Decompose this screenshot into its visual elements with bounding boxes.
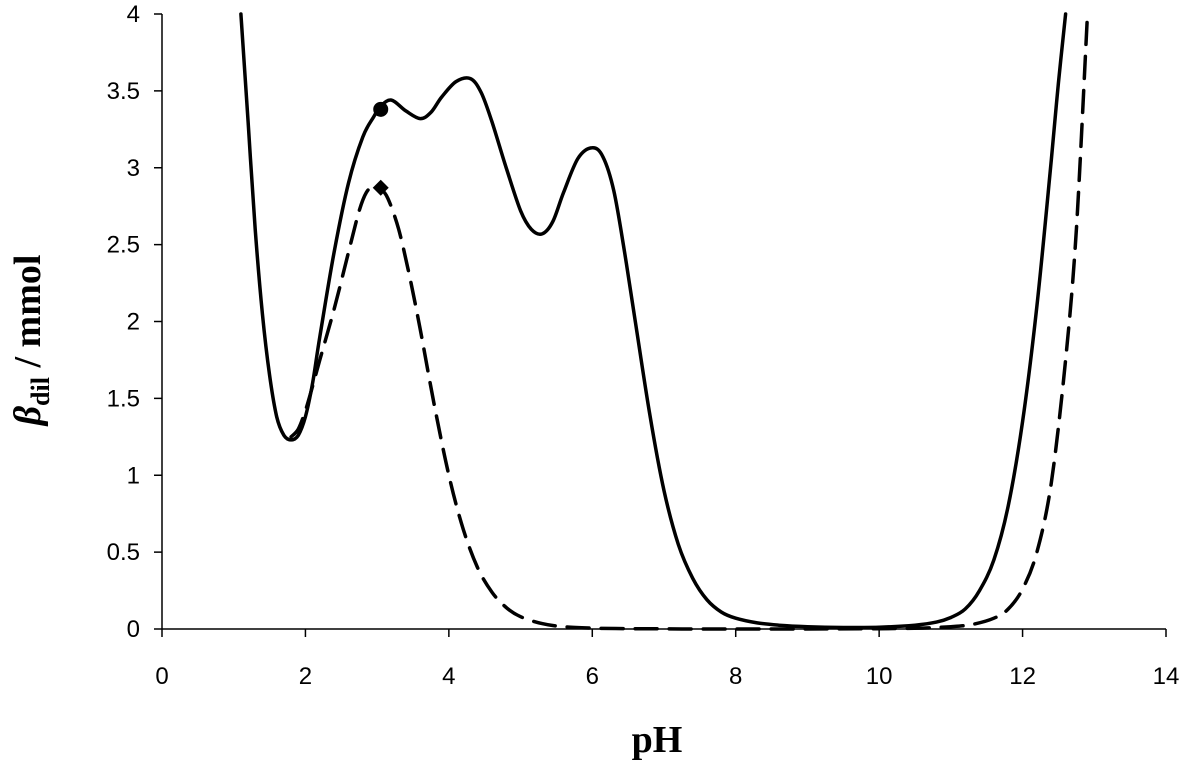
- y-axis-title: βdil / mmol: [7, 255, 55, 428]
- y-axis-symbol: β: [7, 405, 49, 427]
- series-layer: [239, 12, 1089, 631]
- axes-layer: [161, 14, 1166, 630]
- x-axis-title: pH: [632, 719, 683, 760]
- y-tick-label: 3.5: [107, 78, 140, 105]
- y-ticks: 0 0.5 1 1.5 2 2.5 3 3.5 4: [107, 1, 162, 643]
- y-axis-unit: / mmol: [7, 255, 49, 377]
- y-axis-subscript: dil: [26, 377, 55, 406]
- y-tick-label: 0.5: [107, 539, 140, 566]
- marker-circle: [373, 101, 389, 117]
- y-tick-label: 1.5: [107, 385, 140, 412]
- x-ticks: 0 2 4 6 8 10 12 14: [155, 629, 1179, 690]
- marker-diamond: [372, 179, 389, 196]
- series-line-solid: [239, 12, 1068, 630]
- x-tick-label: 2: [299, 663, 312, 690]
- y-tick-label: 0: [127, 616, 140, 643]
- x-tick-label: 6: [586, 663, 599, 690]
- x-tick-label: 14: [1153, 663, 1180, 690]
- series-line-dashed: [289, 19, 1089, 631]
- x-tick-label: 8: [729, 663, 742, 690]
- y-tick-label: 3: [127, 155, 140, 182]
- y-tick-label: 4: [127, 1, 140, 28]
- y-tick-label: 2.5: [107, 232, 140, 259]
- y-tick-label: 2: [127, 309, 140, 336]
- x-tick-label: 0: [155, 663, 168, 690]
- x-tick-label: 12: [1009, 663, 1036, 690]
- y-tick-label: 1: [127, 462, 140, 489]
- x-tick-label: 10: [866, 663, 893, 690]
- x-tick-label: 4: [442, 663, 455, 690]
- markers: [372, 101, 389, 196]
